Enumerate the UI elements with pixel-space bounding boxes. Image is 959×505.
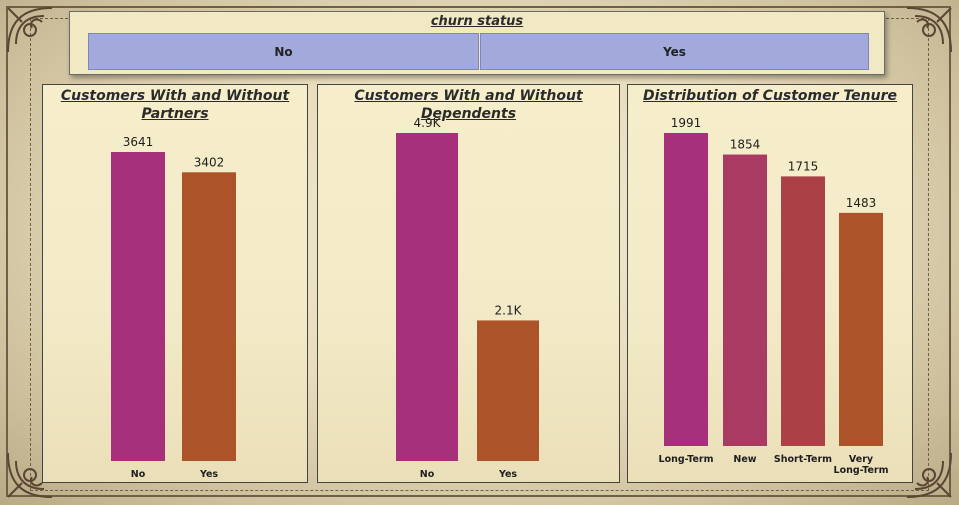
bar-new[interactable]	[723, 154, 767, 446]
bar-chart-plot: 4.9K No 2.1K Yes	[396, 116, 539, 480]
data-label: 2.1K	[495, 303, 523, 317]
decorative-frame-outer	[6, 6, 951, 497]
corner-ornament-icon	[901, 447, 957, 503]
corner-ornament-icon	[2, 447, 58, 503]
corner-ornament-icon	[901, 2, 957, 58]
bar-yes[interactable]	[182, 172, 236, 461]
category-tick-label: No	[420, 469, 435, 480]
bar-chart-plot: 3641 No 3402 Yes	[111, 135, 236, 480]
category-tick-label: No	[131, 469, 146, 480]
category-tick-label: Very Long-Term	[834, 454, 889, 476]
bar-long-term[interactable]	[664, 133, 708, 446]
data-label: 1483	[846, 196, 877, 210]
category-tick-label: New	[733, 454, 756, 465]
data-label: 1854	[730, 138, 761, 152]
bar-chart-plot: 1991 Long-Term 1854 New 1715 Short-Term 1483 Ve…	[659, 116, 889, 476]
category-tick-label: Short-Term	[774, 454, 832, 465]
slicer-option-yes[interactable]: Yes	[480, 33, 869, 70]
chart-title: Customers With and Without Partners	[60, 88, 290, 122]
bar-very-long-term[interactable]	[839, 212, 883, 446]
slicer-option-no[interactable]: No	[88, 33, 479, 70]
data-label: 4.9K	[414, 116, 442, 130]
chart-title: Customers With and Without Dependents	[354, 88, 583, 122]
corner-ornament-icon	[2, 2, 58, 58]
dependents-chart-panel: 4.9K No 2.1K Yes Customers With and Without…	[317, 84, 620, 483]
category-tick-label: Yes	[199, 469, 218, 480]
bar-short-term[interactable]	[781, 176, 825, 446]
data-label: 3641	[123, 135, 154, 149]
partners-chart-panel: 3641 No 3402 Yes Customers With and Without…	[42, 84, 308, 483]
data-label: 1715	[788, 159, 819, 173]
bar-no[interactable]	[396, 133, 458, 461]
chart-title: Distribution of Customer Tenure	[643, 88, 897, 104]
slicer-title: churn status	[430, 14, 524, 29]
data-label: 3402	[194, 155, 225, 169]
bar-no[interactable]	[111, 152, 165, 461]
bar-yes[interactable]	[477, 320, 539, 461]
churn-status-slicer: churn status No Yes	[69, 11, 885, 75]
category-tick-label: Yes	[498, 469, 517, 480]
category-tick-label: Long-Term	[659, 454, 714, 465]
data-label: 1991	[671, 116, 702, 130]
tenure-chart-panel: 1991 Long-Term 1854 New 1715 Short-Term 1483 Ve…	[627, 84, 913, 483]
